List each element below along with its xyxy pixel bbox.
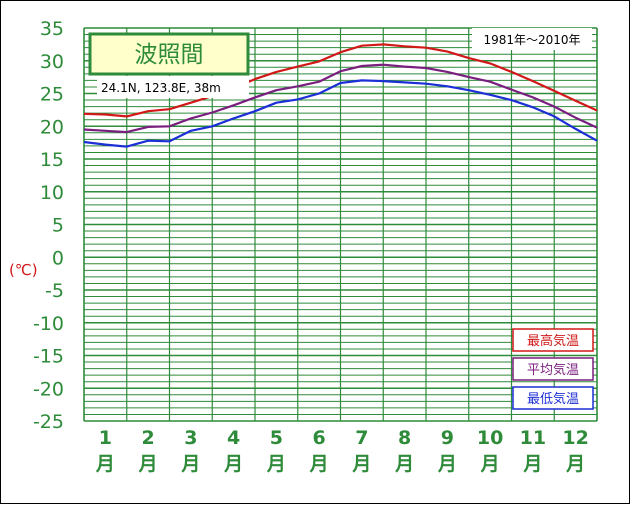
x-tick-unit: 月 [522, 453, 542, 475]
x-tick-label: 3 [184, 427, 197, 449]
x-tick-label: 4 [227, 427, 240, 449]
y-tick-label: 30 [40, 51, 64, 73]
x-tick-label: 12 [562, 427, 588, 449]
title-box [88, 32, 250, 76]
y-tick-label: 25 [40, 84, 64, 106]
y-tick-label: -20 [33, 378, 64, 400]
period-box [472, 28, 592, 50]
x-tick-label: 11 [520, 427, 546, 449]
axes: 35 30 25 20 15 10 5 0 -5 -10 -15 -20 -25 1 月 2 月 3 月 4 月 5 月 6 月… [33, 18, 589, 475]
x-tick-label: 9 [441, 427, 454, 449]
x-tick-label: 5 [270, 427, 283, 449]
y-tick-label: -15 [33, 346, 64, 368]
series-line-1 [83, 43, 598, 118]
x-tick-unit: 月 [266, 453, 286, 475]
x-tick-unit: 月 [394, 453, 414, 475]
x-tick-unit: 月 [223, 453, 243, 475]
y-tick-label: -10 [33, 313, 64, 335]
legend-box-2 [512, 357, 594, 381]
legend-label-2: 平均気温 [527, 362, 579, 378]
series-line-2 [83, 63, 598, 134]
y-tick-label: 15 [40, 149, 64, 171]
x-tick-unit: 月 [351, 453, 371, 475]
x-tick-unit: 月 [309, 453, 329, 475]
y-tick-label: 10 [40, 182, 64, 204]
x-tick-unit: 月 [180, 453, 200, 475]
legend-box-3 [512, 386, 594, 410]
chart-title: 波照間 [135, 42, 204, 68]
grid [83, 27, 598, 422]
y-tick-label: 0 [52, 247, 64, 269]
chart-subtitle: 24.1N, 123.8E, 38m [101, 81, 221, 95]
y-tick-label: 5 [52, 215, 64, 237]
y-tick-label: 35 [40, 18, 64, 40]
y-axis-unit: (℃) [9, 261, 38, 279]
y-tick-label: -25 [33, 411, 64, 433]
x-tick-label: 6 [313, 427, 326, 449]
chart-period: 1981年〜2010年 [483, 33, 580, 47]
x-tick-label: 1 [99, 427, 112, 449]
legend-label-1: 最高気温 [527, 333, 579, 349]
x-tick-label: 10 [477, 427, 503, 449]
series-lines [83, 43, 598, 148]
x-tick-label: 2 [142, 427, 155, 449]
x-tick-label: 7 [355, 427, 368, 449]
x-tick-unit: 月 [480, 453, 500, 475]
series-line-3 [83, 79, 598, 148]
x-tick-unit: 月 [95, 453, 115, 475]
x-tick-unit: 月 [138, 453, 158, 475]
y-tick-label: -5 [45, 280, 64, 302]
legend-box-1 [512, 328, 594, 352]
x-tick-unit: 月 [565, 453, 585, 475]
legend-label-3: 最低気温 [527, 391, 579, 407]
x-tick-label: 8 [398, 427, 411, 449]
subtitle-box [97, 76, 249, 98]
x-tick-unit: 月 [437, 453, 457, 475]
y-tick-label: 20 [40, 116, 64, 138]
